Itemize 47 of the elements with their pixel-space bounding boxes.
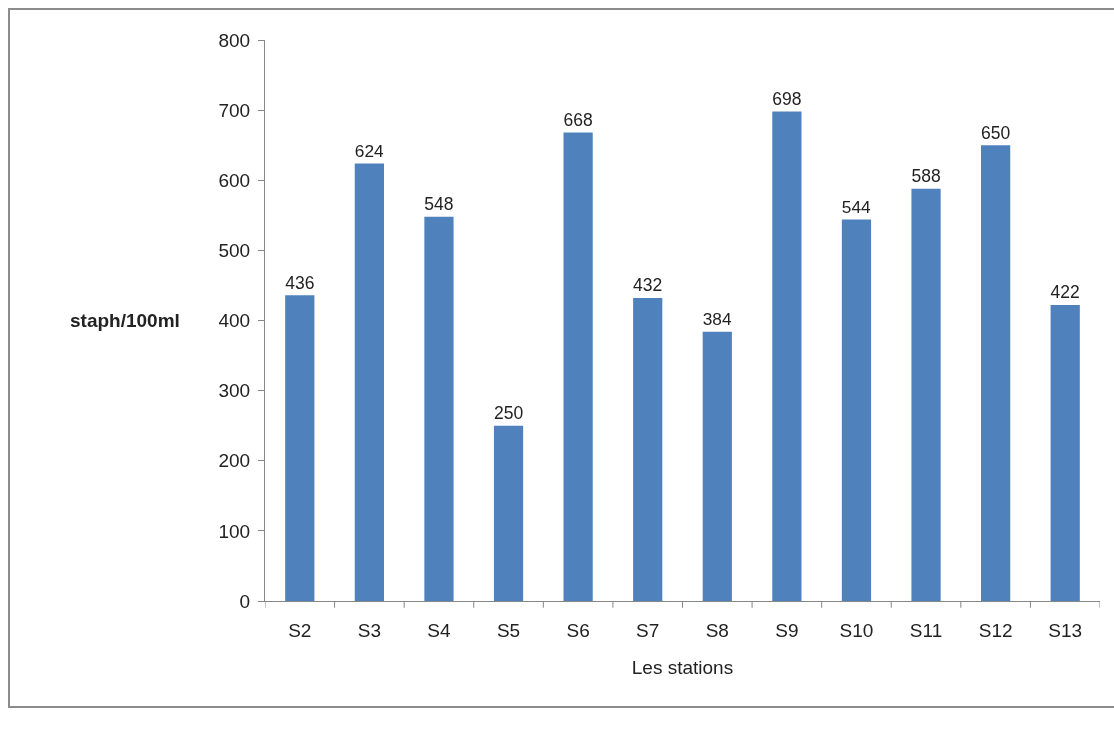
data-label: 588 — [911, 165, 941, 186]
x-axis-title: Les stations — [631, 656, 734, 678]
data-label: 650 — [981, 122, 1011, 143]
x-tick-label: S8 — [705, 619, 729, 641]
y-tick-label: 0 — [239, 590, 251, 612]
data-label: 432 — [633, 275, 663, 296]
data-label: 698 — [772, 88, 802, 109]
x-tick-label: S3 — [357, 619, 382, 641]
bar — [424, 216, 454, 601]
x-tick-label: S11 — [909, 619, 943, 641]
y-tick-label: 700 — [218, 99, 251, 121]
data-label: 436 — [285, 272, 315, 293]
bar — [633, 298, 663, 601]
data-label: 250 — [493, 403, 524, 423]
data-label: 624 — [354, 140, 384, 161]
data-label: 548 — [424, 194, 454, 215]
bar — [285, 295, 315, 601]
x-tick-label: S4 — [427, 619, 452, 641]
bar — [493, 425, 524, 601]
bar — [841, 219, 872, 601]
x-tick-label: S6 — [566, 619, 590, 641]
x-tick-label: S12 — [978, 619, 1013, 641]
bar — [1050, 305, 1080, 601]
bar — [702, 331, 732, 601]
bar — [772, 111, 802, 601]
x-tick-label: S13 — [1048, 619, 1083, 641]
data-label: 422 — [1050, 282, 1080, 303]
y-tick-label: 800 — [218, 29, 251, 51]
data-label: 668 — [563, 109, 593, 130]
bar — [354, 163, 384, 601]
bar — [911, 188, 941, 601]
x-tick-label: S10 — [839, 619, 874, 641]
data-label: 384 — [702, 309, 732, 330]
y-tick-label: 200 — [218, 450, 251, 472]
y-tick-label: 100 — [218, 520, 251, 542]
x-tick-label: S7 — [636, 619, 660, 641]
y-tick-label: 600 — [218, 169, 251, 191]
x-tick-label: S5 — [496, 619, 521, 641]
y-tick-label: 500 — [218, 240, 251, 262]
data-label: 544 — [841, 196, 872, 217]
y-axis-title: staph/100ml — [70, 310, 180, 331]
bar — [563, 132, 593, 601]
x-tick-label: S9 — [775, 619, 799, 641]
bar — [981, 145, 1011, 601]
y-tick-label: 300 — [218, 380, 251, 402]
x-tick-label: S2 — [288, 619, 312, 641]
y-tick-label: 400 — [218, 310, 251, 332]
